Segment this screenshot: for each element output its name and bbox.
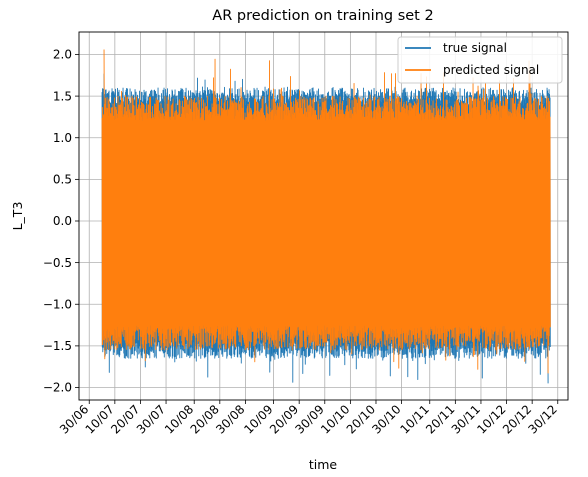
y-axis-label: L_T3 (10, 202, 25, 231)
y-tick-label: −0.5 (43, 256, 72, 270)
chart-title: AR prediction on training set 2 (212, 8, 433, 24)
x-axis: 30/0610/0720/0730/0710/0820/0830/0810/09… (57, 400, 560, 437)
y-axis: 2.0 1.5 1.0 0.5 0.0 −0.5 −1.0 −1.5 −2.0 (43, 48, 79, 395)
y-tick-label: 0.5 (53, 173, 72, 187)
plot-frame (78, 31, 569, 401)
x-tick-label: 30/10 (369, 402, 403, 436)
y-tick-label: 0.0 (53, 214, 72, 228)
x-tick-label: 30/07 (134, 402, 168, 436)
y-tick-label: 1.5 (53, 89, 72, 103)
y-tick-label: 1.0 (53, 131, 72, 145)
y-tick-label: 2.0 (53, 48, 72, 62)
legend-box (397, 36, 563, 84)
y-tick-label: −1.5 (43, 339, 72, 353)
plot-series (101, 49, 551, 384)
legend-label-true-signal: true signal (443, 41, 507, 55)
y-tick-label: −1.0 (43, 297, 72, 311)
x-tick-label: 30/12 (526, 402, 560, 436)
x-axis-label: time (309, 457, 338, 472)
legend-label-predicted-signal: predicted signal (443, 63, 539, 77)
x-tick-label: 30/08 (213, 402, 247, 436)
series-line-predicted-signal (101, 49, 551, 374)
legend: true signal predicted signal (397, 36, 563, 84)
y-tick-label: −2.0 (43, 381, 72, 395)
